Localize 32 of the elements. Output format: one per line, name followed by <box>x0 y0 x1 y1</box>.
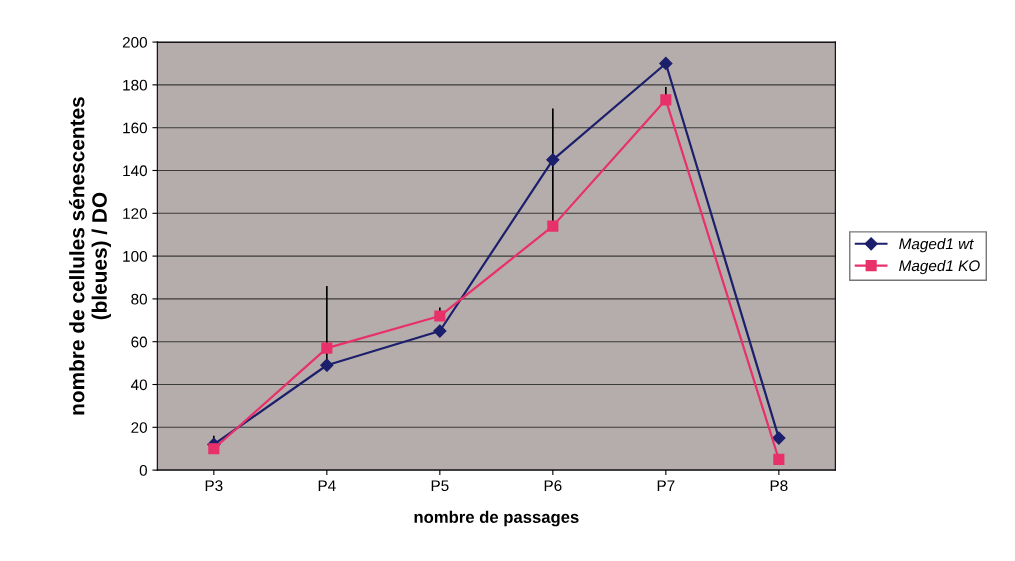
point <box>434 310 446 322</box>
x-tick-label: P3 <box>205 480 223 492</box>
x-tick-label: P5 <box>431 480 449 492</box>
y-tick-label: 120 <box>123 208 148 219</box>
point <box>320 358 334 372</box>
y-tick-label: 40 <box>130 379 148 391</box>
point <box>772 431 786 445</box>
x-axis-title: nombre de passages <box>414 510 579 527</box>
y-tick-label: 60 <box>131 336 148 348</box>
point <box>547 220 559 232</box>
y-tick-label: 200 <box>122 36 148 48</box>
y-tick-label: 20 <box>131 422 148 433</box>
y-tick-label: 180 <box>123 79 148 91</box>
x-tick-label: P4 <box>318 480 336 491</box>
y-axis-title: nombre de cellules sénescentes (bleues) / DO <box>68 97 111 415</box>
point <box>773 453 785 465</box>
legend-label: Maged1 KO <box>899 259 980 275</box>
x-tick-label: P6 <box>544 480 562 492</box>
y-tick-label: 80 <box>131 293 148 305</box>
x-tick-label: P7 <box>657 480 675 491</box>
point <box>208 443 220 455</box>
point <box>660 94 672 106</box>
y-tick-label: 0 <box>139 464 148 476</box>
point <box>659 56 673 71</box>
legend-label: Maged1 wt <box>899 238 974 253</box>
y-tick-label: 140 <box>123 165 148 177</box>
point <box>433 324 447 338</box>
y-tick-label: 100 <box>123 250 148 262</box>
y-tick-label: 160 <box>123 122 148 134</box>
point <box>546 153 560 167</box>
x-tick-label: P8 <box>770 480 788 492</box>
point <box>321 342 333 354</box>
